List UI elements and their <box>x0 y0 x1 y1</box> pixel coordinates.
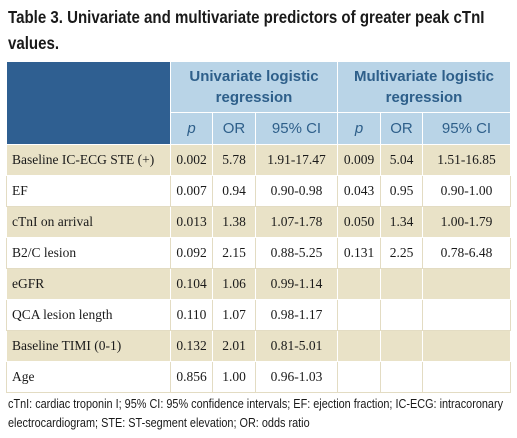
cell <box>337 299 381 331</box>
cell <box>380 299 423 331</box>
table-row: cTnI on arrival 0.013 1.38 1.07-1.78 0.0… <box>6 206 511 238</box>
row-label: Baseline IC-ECG STE (+) <box>6 144 171 176</box>
cell: 0.856 <box>170 361 213 393</box>
cell: 2.01 <box>212 330 256 362</box>
cell: 0.007 <box>170 175 213 207</box>
cell <box>422 330 511 362</box>
cell: 1.07-1.78 <box>255 206 338 238</box>
table-row: Baseline TIMI (0-1) 0.132 2.01 0.81-5.01 <box>6 330 511 362</box>
cell: 1.07 <box>212 299 256 331</box>
cell <box>422 299 511 331</box>
cell: 0.110 <box>170 299 213 331</box>
col-header-p: p <box>170 112 213 145</box>
cell <box>422 268 511 300</box>
row-label: EF <box>6 175 171 207</box>
multivariate-header-label: Multivariate logistic regression <box>353 68 495 106</box>
cell <box>422 361 511 393</box>
cell: 0.96-1.03 <box>255 361 338 393</box>
col-header-ci: 95% CI <box>255 112 338 145</box>
cell: 0.043 <box>337 175 381 207</box>
cell: 0.90-1.00 <box>422 175 511 207</box>
cell: 1.00 <box>212 361 256 393</box>
cell: 0.013 <box>170 206 213 238</box>
group-header-row: Univariate logistic regression Multivari… <box>6 61 511 145</box>
cell <box>380 330 423 362</box>
cell: 0.94 <box>212 175 256 207</box>
cell: 2.15 <box>212 237 256 269</box>
cell: 5.04 <box>380 144 423 176</box>
cell: 0.95 <box>380 175 423 207</box>
row-label: Age <box>6 361 171 393</box>
cell: 0.002 <box>170 144 213 176</box>
table-row: eGFR 0.104 1.06 0.99-1.14 <box>6 268 511 300</box>
table-row: B2/C lesion 0.092 2.15 0.88-5.25 0.131 2… <box>6 237 511 269</box>
cell: 0.050 <box>337 206 381 238</box>
cell: 1.06 <box>212 268 256 300</box>
cell: 1.38 <box>212 206 256 238</box>
table-row: EF 0.007 0.94 0.90-0.98 0.043 0.95 0.90-… <box>6 175 511 207</box>
cell: 5.78 <box>212 144 256 176</box>
table-title: Table 3. Univariate and multivariate pre… <box>8 7 485 53</box>
univariate-header: Univariate logistic regression <box>170 61 338 113</box>
row-label: Baseline TIMI (0-1) <box>6 330 171 362</box>
cell: 2.25 <box>380 237 423 269</box>
row-label: eGFR <box>6 268 171 300</box>
cell: 0.131 <box>337 237 381 269</box>
cell: 1.91-17.47 <box>255 144 338 176</box>
predictors-table: Univariate logistic regression Multivari… <box>6 61 511 393</box>
header-corner <box>6 61 171 145</box>
cell: 1.00-1.79 <box>422 206 511 238</box>
table-row: Age 0.856 1.00 0.96-1.03 <box>6 361 511 393</box>
col-header-p: p <box>337 112 381 145</box>
row-label: B2/C lesion <box>6 237 171 269</box>
table-footnote: cTnI: cardiac troponin I; 95% CI: 95% co… <box>8 397 504 430</box>
cell <box>337 330 381 362</box>
table-row: Baseline IC-ECG STE (+) 0.002 5.78 1.91-… <box>6 144 511 176</box>
column-header-row: p OR 95% CI p OR 95% CI <box>7 112 511 145</box>
multivariate-header: Multivariate logistic regression <box>337 61 511 113</box>
cell: 1.51-16.85 <box>422 144 511 176</box>
cell <box>337 268 381 300</box>
cell: 0.104 <box>170 268 213 300</box>
cell: 0.092 <box>170 237 213 269</box>
col-header-or: OR <box>212 112 256 145</box>
cell: 0.99-1.14 <box>255 268 338 300</box>
cell: 1.34 <box>380 206 423 238</box>
cell: 0.90-0.98 <box>255 175 338 207</box>
row-label: cTnI on arrival <box>6 206 171 238</box>
cell <box>337 361 381 393</box>
table-row: QCA lesion length 0.110 1.07 0.98-1.17 <box>6 299 511 331</box>
cell: 0.009 <box>337 144 381 176</box>
cell <box>380 361 423 393</box>
cell: 0.98-1.17 <box>255 299 338 331</box>
univariate-header-label: Univariate logistic regression <box>189 68 319 106</box>
row-label: QCA lesion length <box>6 299 171 331</box>
cell: 0.88-5.25 <box>255 237 338 269</box>
cell <box>380 268 423 300</box>
col-header-or: OR <box>380 112 423 145</box>
cell: 0.132 <box>170 330 213 362</box>
col-header-ci: 95% CI <box>422 112 511 145</box>
cell: 0.81-5.01 <box>255 330 338 362</box>
cell: 0.78-6.48 <box>422 237 511 269</box>
